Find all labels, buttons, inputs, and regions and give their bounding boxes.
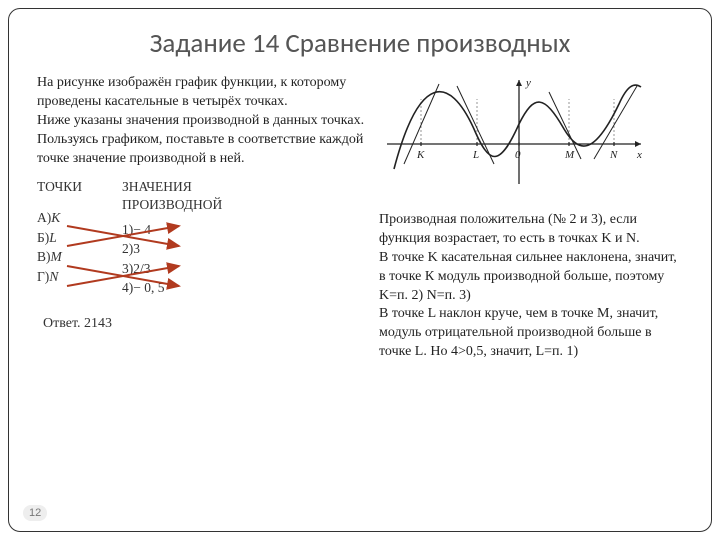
page-number: 12 <box>23 505 47 521</box>
left-column: На рисунке изображён график функции, к к… <box>37 74 367 362</box>
function-graph: x y K L 0 M N <box>379 74 649 194</box>
value-item: 1)− 4 <box>122 220 232 240</box>
value-item: 2)3 <box>122 239 232 259</box>
points-header: ТОЧКИ <box>37 178 82 196</box>
values-column: ЗНАЧЕНИЯ ПРОИЗВОДНОЙ 1)− 4 2)3 3)2/3 4)−… <box>122 178 232 297</box>
answer-text: Ответ. 2143 <box>43 316 367 332</box>
values-header: ЗНАЧЕНИЯ ПРОИЗВОДНОЙ <box>122 178 232 213</box>
slide-title: Задание 14 Сравнение производных <box>37 27 683 60</box>
point-item: Г)N <box>37 267 82 287</box>
slide-frame: Задание 14 Сравнение производных На рису… <box>8 8 712 532</box>
point-item: А)K <box>37 208 82 228</box>
value-item: 3)2/3 <box>122 259 232 279</box>
svg-text:K: K <box>416 149 425 161</box>
intro-text: На рисунке изображён график функции, к к… <box>37 74 367 168</box>
point-item: В)M <box>37 247 82 267</box>
svg-text:y: y <box>525 77 531 89</box>
point-item: Б)L <box>37 228 82 248</box>
svg-text:M: M <box>564 149 575 161</box>
value-item: 4)− 0, 5 <box>122 278 232 298</box>
values-list: 1)− 4 2)3 3)2/3 4)− 0, 5 <box>122 220 232 298</box>
explanation-text: Производная положительна (№ 2 и 3), если… <box>379 211 683 362</box>
matching-columns: ТОЧКИ А)K Б)L В)M Г)N ЗНАЧЕНИЯ ПРОИЗВОДН… <box>37 178 367 297</box>
svg-text:x: x <box>636 149 642 161</box>
svg-text:0: 0 <box>515 149 521 161</box>
points-column: ТОЧКИ А)K Б)L В)M Г)N <box>37 178 82 297</box>
svg-text:N: N <box>609 149 618 161</box>
svg-text:L: L <box>472 149 479 161</box>
right-column: x y K L 0 M N Производная положительна (№ 2 и … <box>379 74 683 362</box>
content-row: На рисунке изображён график функции, к к… <box>37 74 683 362</box>
points-list: А)K Б)L В)M Г)N <box>37 208 82 286</box>
